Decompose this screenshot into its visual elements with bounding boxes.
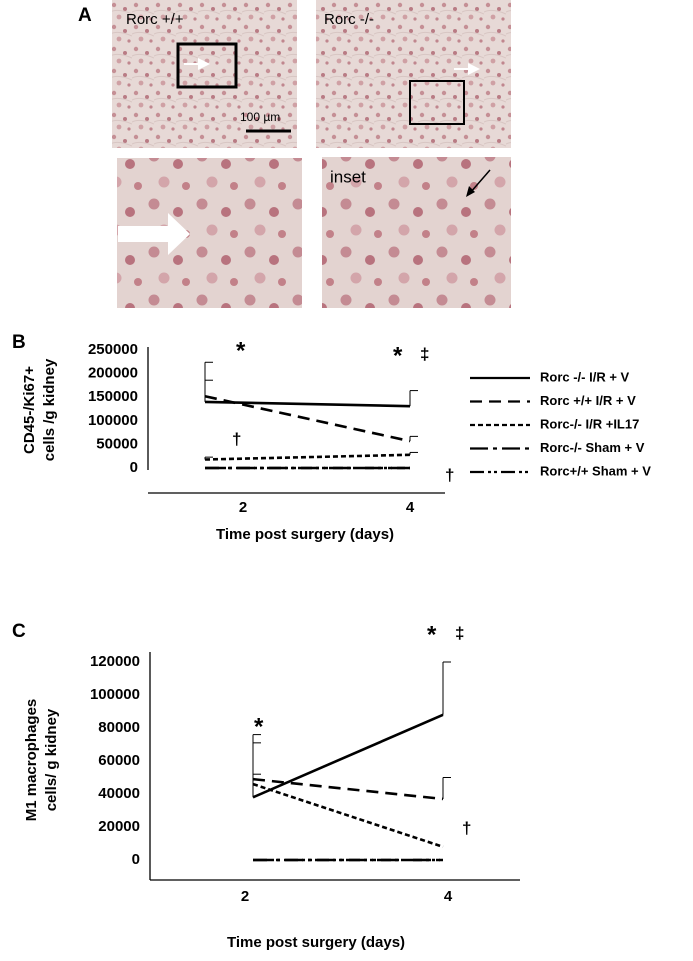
panel-label: A bbox=[78, 5, 92, 26]
y-tick-label: 20000 bbox=[98, 818, 140, 835]
zoom-box bbox=[409, 80, 465, 125]
y-tick-label: 80000 bbox=[98, 719, 140, 736]
x-tick-label: 4 bbox=[406, 499, 415, 516]
y-tick-label: 40000 bbox=[98, 785, 140, 802]
panel-label: C bbox=[12, 621, 26, 642]
y-tick-label: 60000 bbox=[98, 752, 140, 769]
image-label: Rorc +/+ bbox=[126, 11, 184, 28]
legend-label: Rorc +/+ I/R + V bbox=[540, 393, 636, 408]
legend-label: Rorc-/- I/R +IL17 bbox=[540, 416, 639, 431]
legend-label: Rorc+/+ Sham + V bbox=[540, 463, 651, 478]
y-tick-label: 100000 bbox=[90, 686, 140, 703]
y-tick-label: 150000 bbox=[88, 388, 138, 405]
arrow bbox=[118, 213, 190, 255]
annotation: ‡ bbox=[455, 623, 464, 642]
arrow bbox=[454, 63, 480, 75]
scale-label: 100 µm bbox=[240, 110, 280, 124]
arrow bbox=[466, 186, 475, 197]
series-line bbox=[252, 777, 444, 801]
panel-label: B bbox=[12, 332, 26, 353]
arrow bbox=[469, 169, 491, 194]
y-tick-label: 0 bbox=[132, 851, 140, 868]
annotation: † bbox=[462, 818, 471, 837]
x-tick-label: 2 bbox=[239, 499, 247, 516]
arrow bbox=[184, 58, 210, 70]
zoom-box bbox=[176, 42, 238, 89]
annotation: † bbox=[232, 429, 241, 448]
y-tick-label: 250000 bbox=[88, 341, 138, 358]
y-axis-label: cells/ g kidney bbox=[43, 708, 60, 811]
annotation: ‡ bbox=[420, 344, 429, 363]
series-line bbox=[204, 400, 411, 408]
image-label: inset bbox=[330, 167, 366, 186]
series-line bbox=[204, 453, 411, 461]
x-axis-label: Time post surgery (days) bbox=[227, 934, 405, 951]
x-axis-label: Time post surgery (days) bbox=[216, 526, 394, 543]
chart: B 0 50000 100000 150000 200000 250000 2 4 Time po… bbox=[12, 332, 651, 543]
series-line bbox=[252, 782, 444, 849]
annotation: * bbox=[427, 621, 437, 648]
legend-label: Rorc -/- I/R + V bbox=[540, 369, 630, 384]
y-axis-label: M1 macrophages bbox=[23, 699, 40, 822]
image-label: Rorc -/- bbox=[324, 11, 374, 28]
x-tick-label: 4 bbox=[444, 888, 453, 905]
y-tick-label: 0 bbox=[130, 459, 138, 476]
y-tick-label: 120000 bbox=[90, 653, 140, 670]
y-axis-label: cells /g kidney bbox=[41, 358, 58, 461]
y-tick-label: 50000 bbox=[96, 435, 138, 452]
panel-a: A Rorc +/+ Rorc -/- 100 µm inset bbox=[78, 0, 511, 308]
annotation: † bbox=[445, 465, 454, 484]
y-axis-label: CD45-/Ki67+ bbox=[21, 366, 38, 454]
annotation: * bbox=[254, 713, 264, 740]
annotation: * bbox=[393, 342, 403, 369]
y-tick-label: 200000 bbox=[88, 365, 138, 382]
micrograph bbox=[112, 0, 297, 148]
series-line bbox=[204, 394, 411, 443]
chart: C 0 20000 40000 60000 80000 100000 120000 2 4 Time… bbox=[12, 621, 520, 951]
series-line bbox=[252, 713, 444, 799]
x-tick-label: 2 bbox=[241, 888, 249, 905]
y-tick-label: 100000 bbox=[88, 412, 138, 429]
legend-label: Rorc-/- Sham + V bbox=[540, 440, 645, 455]
annotation: * bbox=[236, 337, 246, 364]
